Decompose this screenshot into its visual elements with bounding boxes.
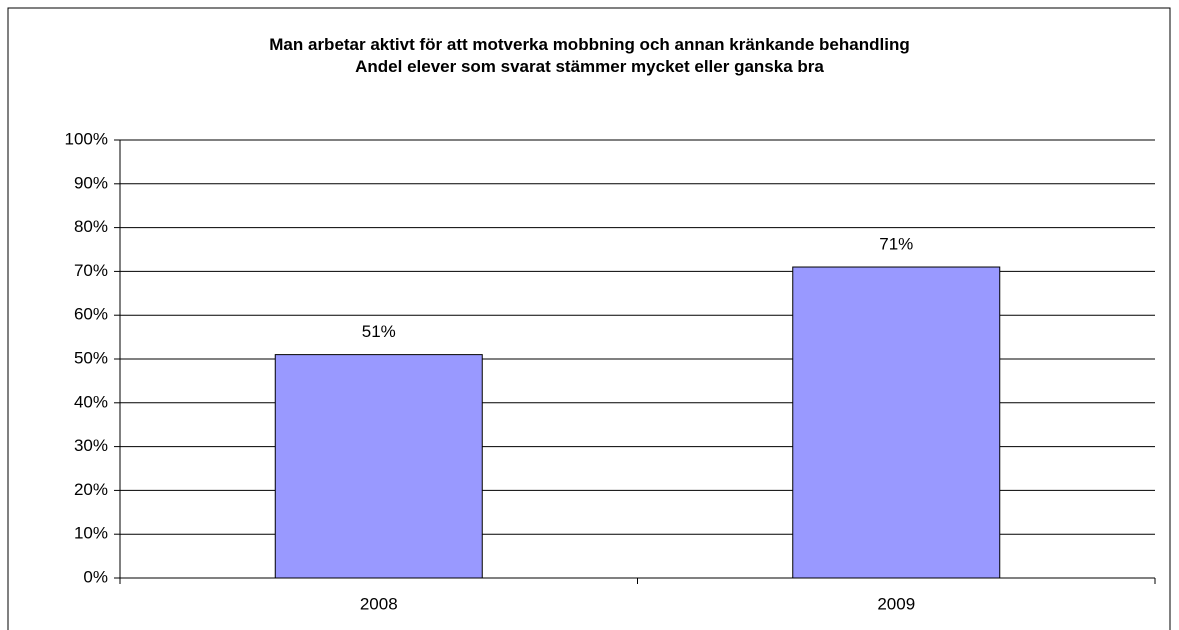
y-tick-label: 50% bbox=[74, 348, 108, 367]
y-tick-label: 90% bbox=[74, 173, 108, 192]
y-tick-label: 40% bbox=[74, 392, 108, 411]
y-tick-label: 70% bbox=[74, 261, 108, 280]
value-label: 71% bbox=[879, 235, 913, 254]
y-tick-label: 100% bbox=[65, 129, 108, 148]
chart-border bbox=[7, 7, 1171, 630]
x-tick-label: 2008 bbox=[360, 594, 398, 613]
bar bbox=[274, 354, 483, 579]
y-tick-label: 30% bbox=[74, 436, 108, 455]
x-tick-label: 2009 bbox=[877, 594, 915, 613]
y-tick-label: 10% bbox=[74, 524, 108, 543]
y-tick-label: 60% bbox=[74, 305, 108, 324]
y-tick-label: 20% bbox=[74, 480, 108, 499]
y-tick-label: 80% bbox=[74, 217, 108, 236]
chart-subtitle: Andel elever som svarat stämmer mycket e… bbox=[355, 57, 824, 76]
value-label: 51% bbox=[362, 322, 396, 341]
titles: Man arbetar aktivt för att motverka mobb… bbox=[0, 34, 1179, 78]
y-tick-label: 0% bbox=[83, 567, 108, 586]
chart-title: Man arbetar aktivt för att motverka mobb… bbox=[269, 35, 910, 54]
bar bbox=[792, 266, 1001, 579]
